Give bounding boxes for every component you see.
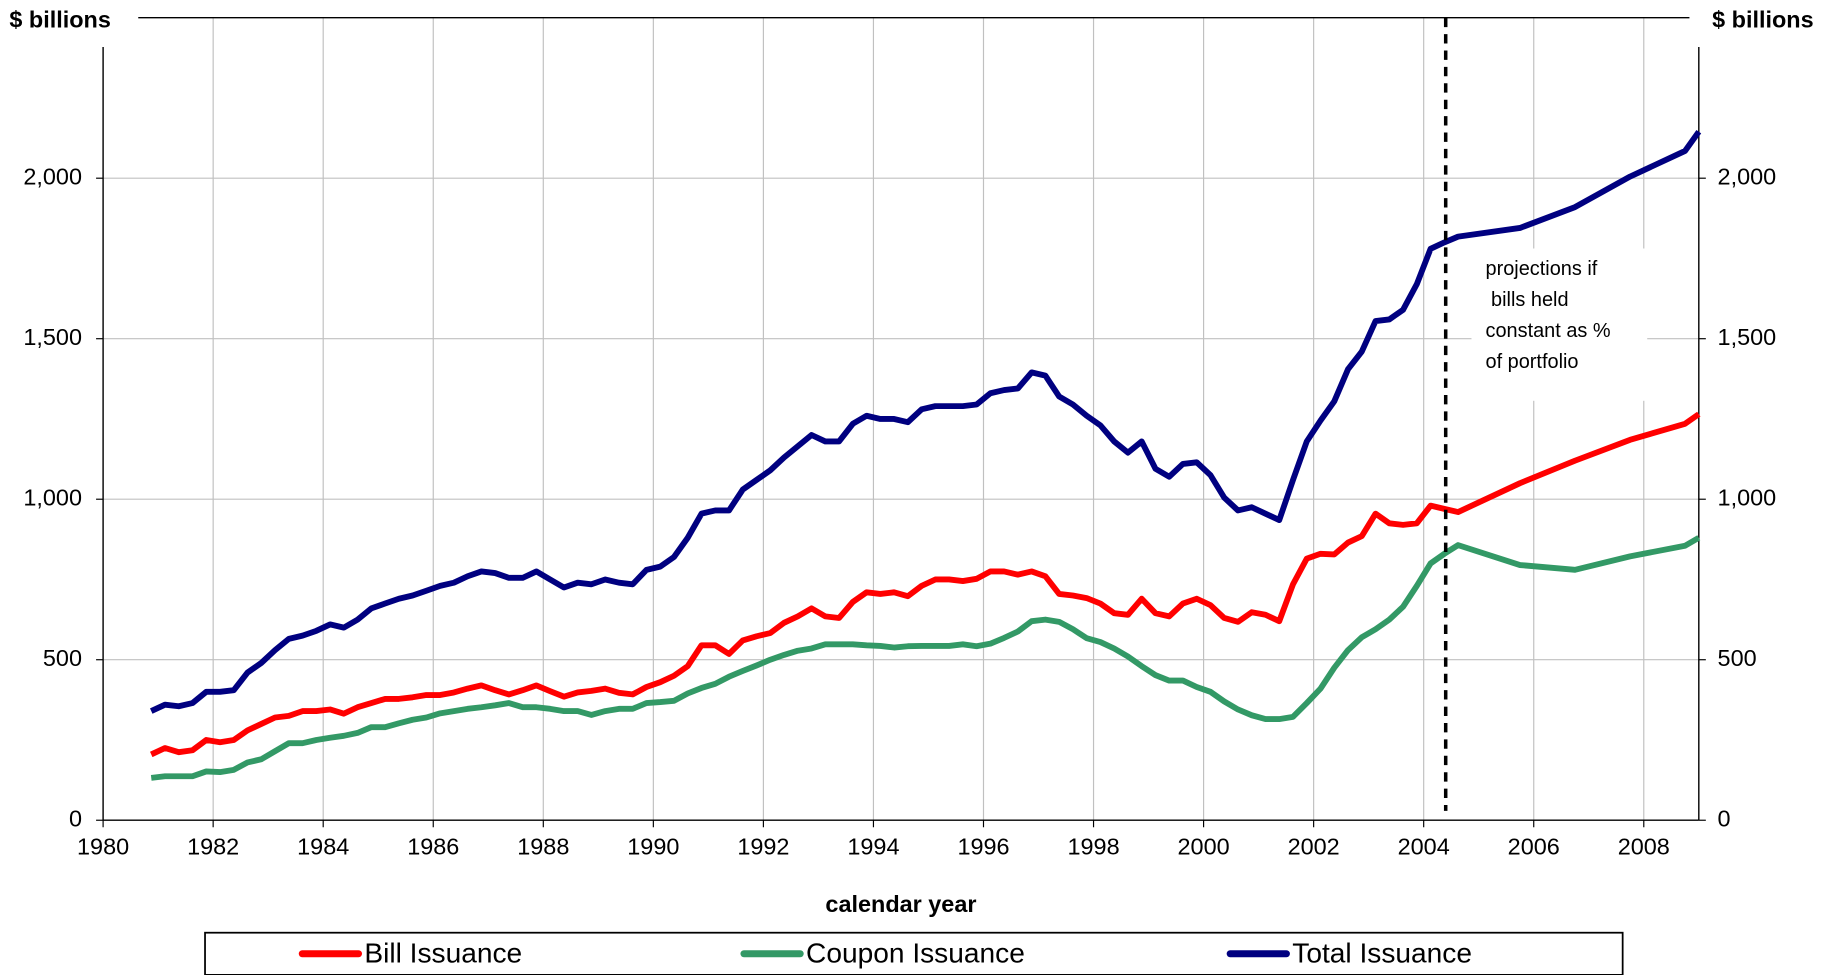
y2-tick-label: 2,000 [1718, 163, 1777, 189]
annotation-text: projections if [1486, 258, 1598, 280]
legend-label: Bill Issuance [364, 937, 522, 968]
x-tick-label: 1998 [1067, 834, 1119, 860]
x-tick-label: 1988 [517, 834, 569, 860]
x-tick-label: 1992 [737, 834, 789, 860]
y-tick-label: 1,000 [23, 484, 82, 510]
x-tick-label: 1994 [847, 834, 899, 860]
series-line [150, 411, 1701, 758]
series-line [150, 129, 1702, 714]
x-tick-label: 2002 [1288, 834, 1340, 860]
x-tick-label: 1996 [957, 834, 1009, 860]
x-tick-label: 1986 [407, 834, 459, 860]
x-tick-label: 2000 [1178, 834, 1230, 860]
y-axis-label: $ billions [9, 6, 111, 32]
y2-tick-label: 1,000 [1718, 484, 1777, 510]
y-tick-label: 0 [69, 805, 82, 831]
y2-tick-label: 1,500 [1718, 324, 1777, 350]
annotation-text: of portfolio [1486, 351, 1579, 373]
y2-axis-label: $ billions [1712, 6, 1814, 32]
x-tick-label: 2008 [1618, 834, 1670, 860]
series-line [150, 535, 1701, 781]
legend-label: Total Issuance [1292, 937, 1472, 968]
x-tick-label: 1980 [77, 834, 129, 860]
x-tick-label: 2004 [1398, 834, 1450, 860]
annotation-text: bills held [1486, 289, 1569, 311]
annotation-text: constant as % [1486, 320, 1611, 342]
x-tick-label: 1982 [187, 834, 239, 860]
annotation-bg [1471, 248, 1648, 401]
y-tick-label: 500 [43, 645, 82, 671]
y-tick-label: 2,000 [23, 163, 82, 189]
y2-tick-label: 0 [1718, 805, 1731, 831]
x-axis-label: calendar year [825, 891, 976, 917]
legend-label: Coupon Issuance [806, 937, 1025, 968]
x-tick-label: 1984 [297, 834, 349, 860]
y-tick-label: 1,500 [23, 324, 82, 350]
legend-box [204, 931, 1624, 976]
x-tick-label: 1990 [627, 834, 679, 860]
x-tick-label: 2006 [1508, 834, 1560, 860]
y2-tick-label: 500 [1718, 645, 1757, 671]
